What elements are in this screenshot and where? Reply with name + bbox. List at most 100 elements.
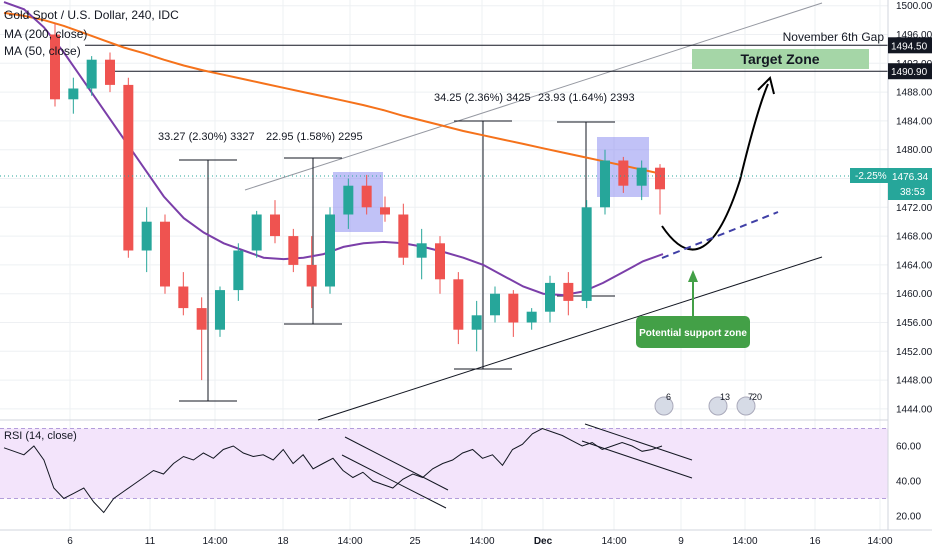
candle-body <box>600 160 610 208</box>
ma200-line <box>3 11 664 176</box>
time-tick-label: 14:00 <box>469 536 494 547</box>
support-zone-label: Potential support zone <box>639 328 747 339</box>
candle <box>398 203 409 265</box>
candle <box>105 52 115 93</box>
candle-body <box>141 221 152 251</box>
candle <box>141 207 152 273</box>
channel-upper-line <box>244 2 823 191</box>
candle <box>86 56 97 96</box>
ma200-legend[interactable]: MA (200, close) <box>4 27 88 41</box>
candle <box>416 228 427 280</box>
candles-layer <box>50 23 665 381</box>
rsi-line <box>3 427 663 514</box>
candle-body <box>526 311 537 323</box>
price-badge-text: 1476.34 <box>892 172 929 183</box>
candle-body <box>416 243 427 258</box>
time-tick-label: 14:00 <box>732 536 757 547</box>
candle <box>215 286 225 337</box>
price-tick-label: 1500.00 <box>896 1 932 12</box>
candle <box>600 149 610 215</box>
candle <box>123 77 134 258</box>
price-tick-label: 1464.00 <box>896 260 932 271</box>
price-tick-label: 1468.00 <box>896 232 932 243</box>
candle <box>453 272 464 345</box>
target-zone-box <box>692 49 869 69</box>
candle <box>288 228 299 273</box>
candle-body <box>435 243 445 280</box>
support-arrow-head <box>688 270 698 282</box>
event-label-3: 7 <box>748 392 753 402</box>
candle <box>251 210 262 258</box>
time-tick-label: 16 <box>809 536 821 547</box>
price-tick-label: 1456.00 <box>896 318 932 329</box>
time-tick-label: 6 <box>67 536 73 547</box>
candle-body <box>160 221 170 287</box>
rsi-legend[interactable]: RSI (14, close) <box>4 430 77 442</box>
candle <box>325 207 335 294</box>
rsi-pane <box>0 419 888 514</box>
candle <box>160 214 170 294</box>
measure-label-1: 33.27 (2.30%) 3327 <box>158 131 255 143</box>
candle <box>68 77 79 114</box>
event-label-1: 6 <box>666 392 671 402</box>
support-projection-line <box>661 211 779 259</box>
price-tick-label: 1488.00 <box>896 88 932 99</box>
rsi-tick-label: 20.00 <box>896 512 921 523</box>
candle-body <box>545 282 555 312</box>
candle-body <box>563 282 574 301</box>
rsi-channel-lower <box>341 454 447 509</box>
time-tick-label: 18 <box>277 536 289 547</box>
ma200-polyline <box>3 11 664 176</box>
event-flag-icon <box>708 396 728 416</box>
event-label-2: 13 <box>720 392 730 402</box>
candle <box>545 275 555 323</box>
target-zone-label: Target Zone <box>740 51 819 67</box>
measure-label-2: 22.95 (1.58%) 2295 <box>266 131 363 143</box>
price-tick-label: 1448.00 <box>896 376 932 387</box>
candle-body <box>581 207 592 301</box>
candle-body <box>655 167 665 190</box>
consolidation-box-1 <box>333 172 383 232</box>
candle <box>196 297 207 381</box>
gap-top-price: 1494.50 <box>891 41 928 52</box>
candle-body <box>325 214 335 287</box>
price-axis-bg <box>888 0 932 550</box>
candle-body <box>68 88 79 100</box>
annotation-layer: 33.27 (2.30%) 3327 22.95 (1.58%) 2295 34.2… <box>158 30 884 416</box>
chart-title: Gold Spot / U.S. Dollar, 240, IDC <box>4 8 179 22</box>
candle-body <box>178 286 189 309</box>
rsi-tick-label: 40.00 <box>896 477 921 488</box>
gap-bottom-tag <box>888 63 932 80</box>
price-badge <box>888 168 932 200</box>
candle <box>526 308 537 330</box>
candle <box>306 236 317 309</box>
time-tick-label: 14:00 <box>337 536 362 547</box>
candle-body <box>636 167 647 186</box>
time-tick-label: Dec <box>534 536 553 547</box>
candle-body <box>471 315 482 330</box>
candle <box>581 200 592 309</box>
event-flag-icon <box>736 396 756 416</box>
candle <box>233 243 244 301</box>
countdown-text: 38:53 <box>900 187 925 198</box>
event-flag-icon <box>654 396 674 416</box>
candle-body <box>618 160 629 186</box>
candle-body <box>398 214 409 258</box>
candle <box>178 272 189 316</box>
time-axis: 6 11 14:00 18 14:00 25 14:00 Dec 14:00 9 14:00 16 14… <box>0 529 932 547</box>
candle-body <box>196 308 207 330</box>
candle <box>471 300 482 352</box>
time-tick-label: 9 <box>678 536 684 547</box>
candle <box>618 156 629 193</box>
candle <box>343 178 354 229</box>
measure-label-4: 23.93 (1.64%) 2393 <box>538 92 635 104</box>
candle-body <box>123 84 134 251</box>
ma50-legend[interactable]: MA (50, close) <box>4 44 81 58</box>
time-tick-label: 14:00 <box>601 536 626 547</box>
candle-body <box>361 185 372 208</box>
projection-arrow-head <box>757 76 775 95</box>
candle-body <box>86 59 97 89</box>
candle-body <box>215 290 225 330</box>
